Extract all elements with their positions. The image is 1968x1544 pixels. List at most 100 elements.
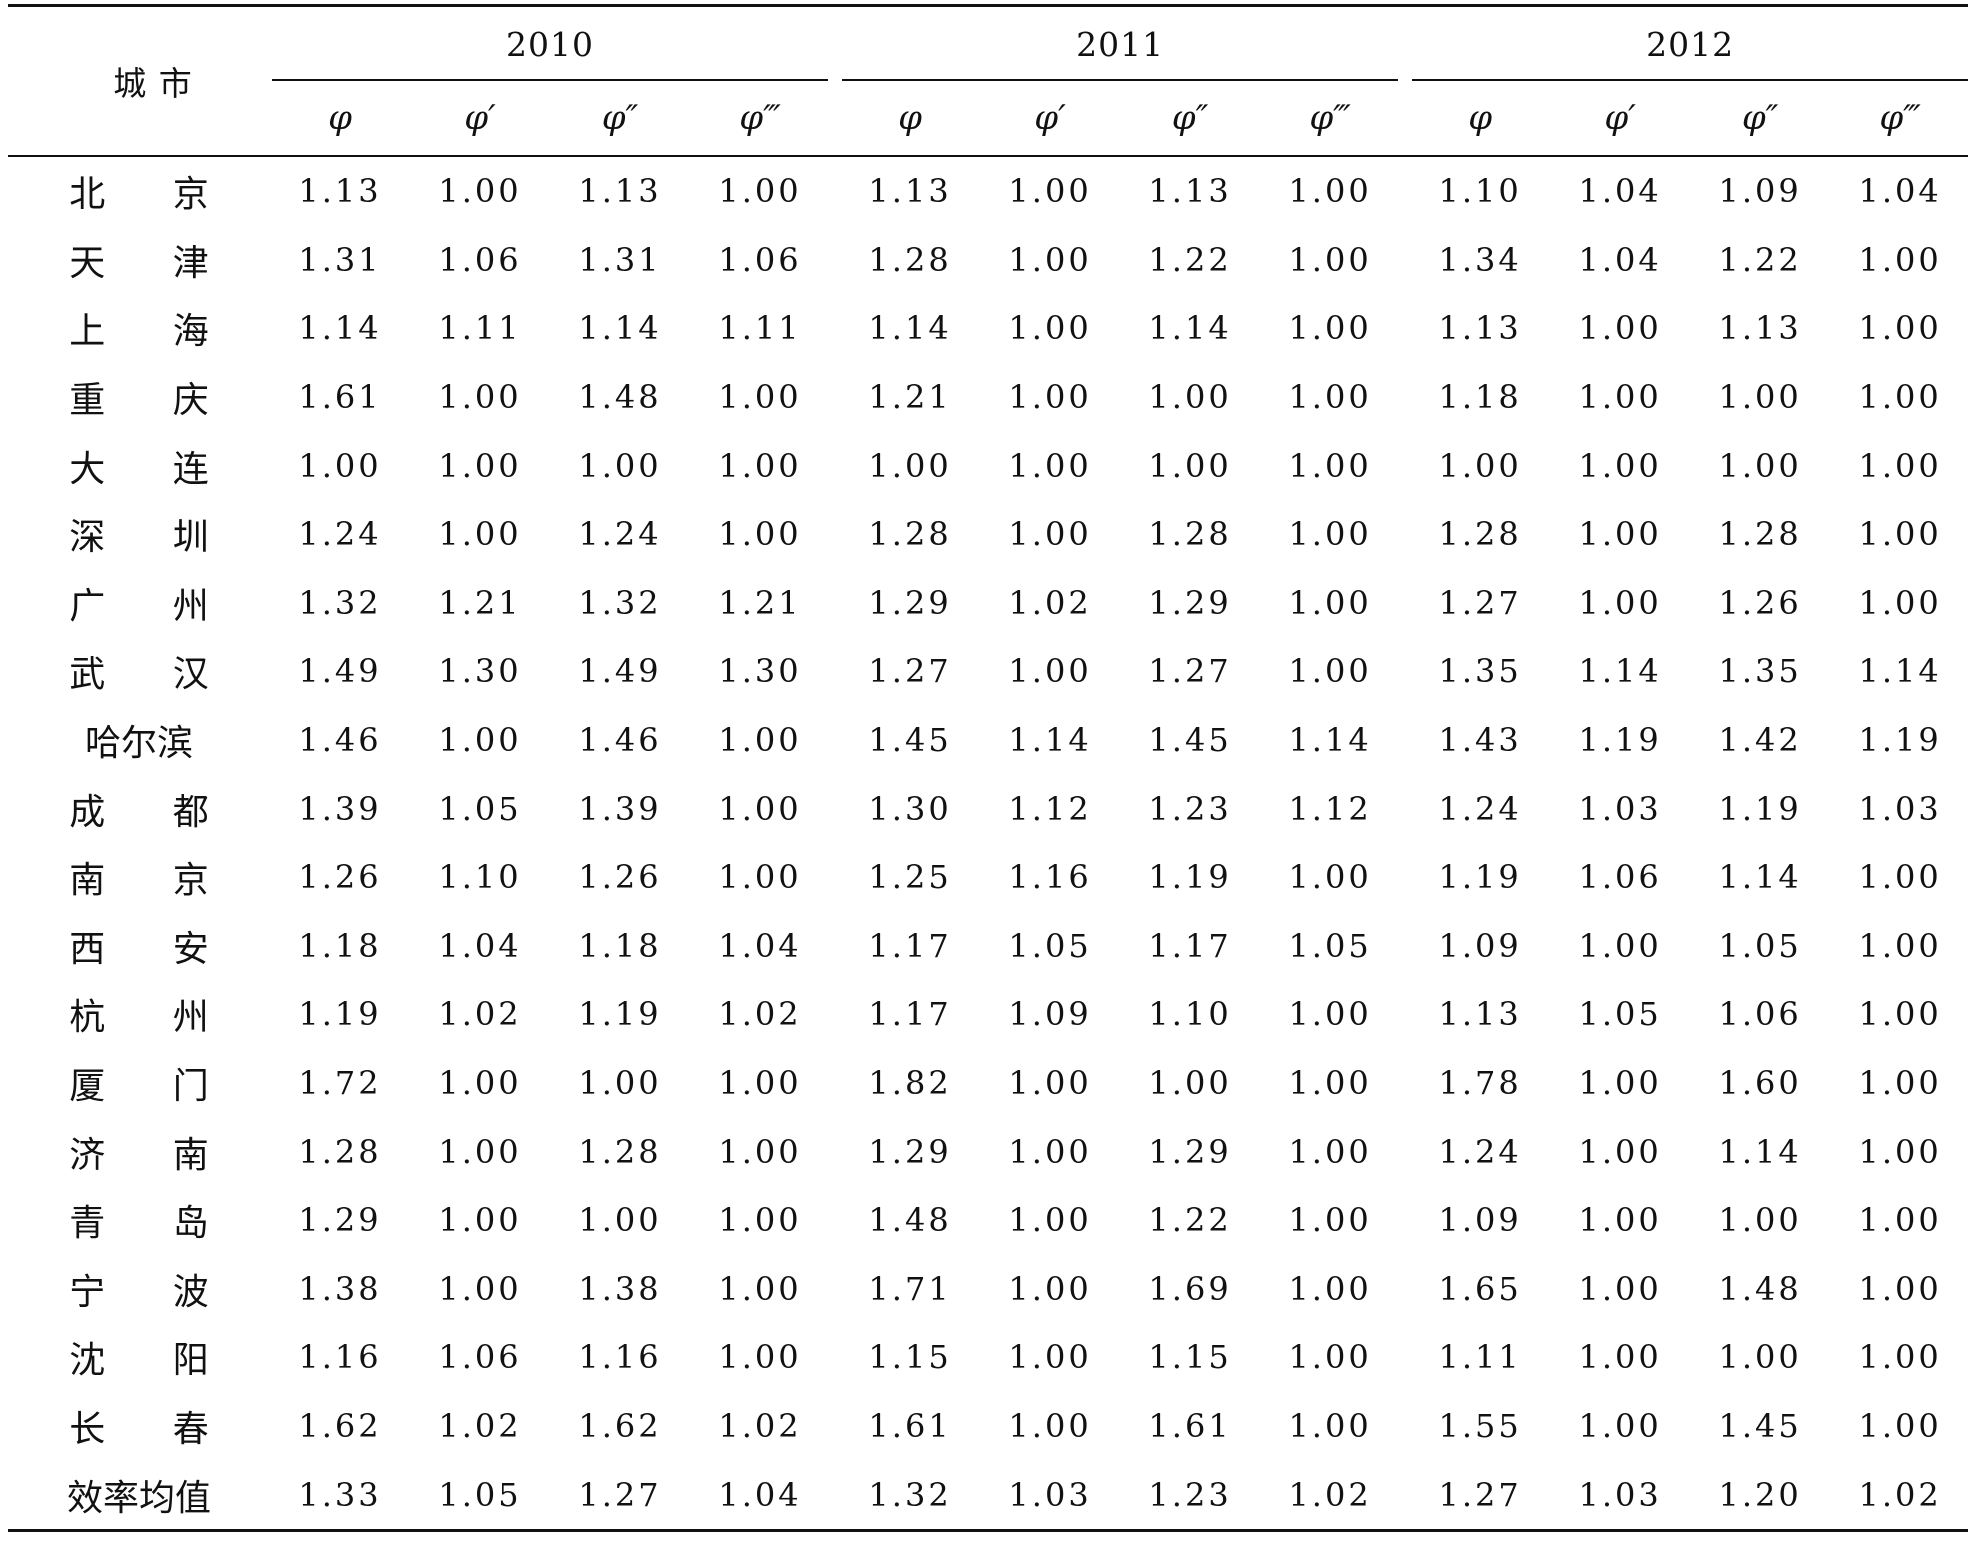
value-cell: 1.35 [1718, 652, 1802, 691]
value-cell: 1.16 [1008, 858, 1092, 897]
column-gap [830, 1392, 840, 1461]
value-cell: 1.29 [1148, 1132, 1232, 1171]
column-gap [1400, 363, 1410, 432]
city-cell: 哈尔滨 [84, 723, 193, 765]
value-cell: 1.00 [578, 1064, 662, 1103]
value-cell: 1.46 [578, 721, 662, 760]
value-cell: 1.55 [1438, 1406, 1522, 1445]
value-cell: 1.05 [1578, 995, 1662, 1034]
value-cell: 1.00 [1288, 378, 1372, 417]
column-gap [1400, 1117, 1410, 1186]
value-cell: 1.00 [1008, 446, 1092, 485]
year-header-2012: 2012 [1410, 4, 1968, 81]
value-cell: 1.23 [1120, 1460, 1261, 1532]
column-gap [830, 912, 840, 981]
value-cell: 1.00 [1148, 1064, 1232, 1103]
value-cell: 1.14 [1578, 652, 1662, 691]
value-cell: 1.17 [868, 995, 952, 1034]
value-cell: 1.00 [438, 378, 522, 417]
value-cell: 1.62 [298, 1406, 382, 1445]
value-cell: 1.20 [1690, 1460, 1831, 1532]
value-cell: 1.00 [1438, 446, 1522, 485]
year-header-2010: 2010 [270, 4, 831, 81]
value-cell: 1.14 [298, 309, 382, 348]
value-cell: 1.14 [1008, 721, 1092, 760]
table-row: 北 京 1.13 1.00 1.13 1.00 1.13 1.00 1.13 1.00 1.10 1… [8, 156, 1968, 226]
year-label: 2010 [506, 24, 595, 64]
column-gap [1400, 1049, 1410, 1118]
value-cell: 1.00 [718, 1269, 802, 1308]
column-gap [1400, 569, 1410, 638]
value-cell: 1.38 [298, 1269, 382, 1308]
value-cell: 1.00 [298, 446, 382, 485]
value-cell: 1.14 [1718, 1132, 1802, 1171]
value-cell: 1.00 [1858, 309, 1942, 348]
value-cell: 1.18 [298, 926, 382, 965]
value-cell: 1.22 [1148, 240, 1232, 279]
value-cell: 1.00 [1858, 1406, 1942, 1445]
value-cell: 1.13 [1438, 309, 1522, 348]
value-cell: 1.05 [410, 1460, 550, 1532]
value-cell: 1.39 [578, 789, 662, 828]
value-cell: 1.00 [1288, 1201, 1372, 1240]
value-cell: 1.61 [298, 378, 382, 417]
value-cell: 1.00 [718, 378, 802, 417]
value-cell: 1.00 [1288, 652, 1372, 691]
value-cell: 1.02 [1830, 1460, 1968, 1532]
value-cell: 1.00 [1008, 1132, 1092, 1171]
value-cell: 1.29 [868, 1132, 952, 1171]
value-cell: 1.00 [1578, 1406, 1662, 1445]
value-cell: 1.00 [1148, 378, 1232, 417]
value-cell: 1.00 [1858, 926, 1942, 965]
column-gap [1400, 1255, 1410, 1324]
value-cell: 1.34 [1438, 240, 1522, 279]
value-cell: 1.13 [868, 172, 952, 211]
value-cell: 1.00 [1288, 446, 1372, 485]
value-cell: 1.13 [578, 172, 662, 211]
value-cell: 1.00 [1858, 446, 1942, 485]
value-cell: 1.11 [718, 309, 802, 348]
value-cell: 1.19 [1438, 858, 1522, 897]
symbol-header-phi-prime: φ′ [1550, 81, 1691, 157]
value-cell: 1.00 [1288, 309, 1372, 348]
value-cell: 1.00 [438, 446, 522, 485]
value-cell: 1.15 [1148, 1338, 1232, 1377]
value-cell: 1.29 [1148, 583, 1232, 622]
value-cell: 1.00 [438, 1064, 522, 1103]
value-cell: 1.00 [438, 1201, 522, 1240]
value-cell: 1.00 [1578, 309, 1662, 348]
city-cell: 北 京 [69, 174, 237, 216]
table-row: 宁 波 1.38 1.00 1.38 1.00 1.71 1.00 1.69 1.00 1.65 1… [8, 1255, 1968, 1324]
column-gap [830, 706, 840, 775]
value-cell: 1.00 [1578, 1201, 1662, 1240]
value-cell: 1.04 [1858, 172, 1942, 211]
table-row: 武 汉 1.49 1.30 1.49 1.30 1.27 1.00 1.27 1.00 1.35 1… [8, 637, 1968, 706]
column-gap [1400, 431, 1410, 500]
value-cell: 1.00 [578, 1201, 662, 1240]
value-cell: 1.06 [438, 1338, 522, 1377]
value-cell: 1.19 [1718, 789, 1802, 828]
value-cell: 1.10 [438, 858, 522, 897]
year-header-2011: 2011 [840, 4, 1401, 81]
value-cell: 1.03 [1578, 789, 1662, 828]
city-cell: 大 连 [69, 448, 237, 490]
value-cell: 1.00 [1578, 378, 1662, 417]
value-cell: 1.28 [868, 240, 952, 279]
value-cell: 1.35 [1438, 652, 1522, 691]
value-cell: 1.00 [1858, 583, 1942, 622]
value-cell: 1.19 [1148, 858, 1232, 897]
value-cell: 1.00 [438, 1269, 522, 1308]
value-cell: 1.00 [1578, 1064, 1662, 1103]
column-gap [1400, 774, 1410, 843]
value-cell: 1.48 [1718, 1269, 1802, 1308]
value-cell: 1.19 [578, 995, 662, 1034]
value-cell: 1.00 [1718, 1201, 1802, 1240]
value-cell: 1.26 [578, 858, 662, 897]
value-cell: 1.00 [1148, 446, 1232, 485]
symbol-header-phi: φ [1410, 81, 1551, 157]
value-cell: 1.06 [438, 240, 522, 279]
header-gap [830, 4, 841, 81]
symbol-header-phi-double-prime: φ″ [1690, 81, 1831, 157]
value-cell: 1.00 [1288, 1269, 1372, 1308]
city-column-header: 城 市 [8, 4, 270, 157]
